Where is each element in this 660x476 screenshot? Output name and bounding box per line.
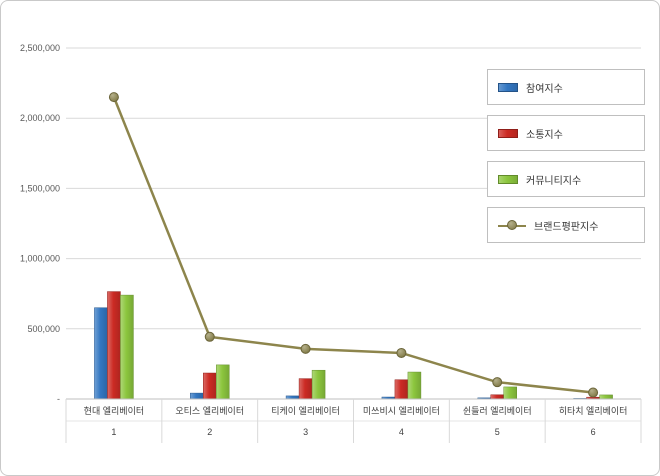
bar-series-2-cat-3 [298,378,313,400]
y-tick-label: 2,500,000 [20,43,60,53]
bar-series-2-cat-2 [203,372,217,400]
legend-item-3: 커뮤니티지수 [487,161,645,197]
category-label: 오티스 엘리베이터 [175,406,244,416]
y-tick-label: 1,000,000 [20,254,60,264]
category-rank: 1 [111,427,116,437]
bar-series-3-cat-3 [311,369,326,400]
y-tick-label: - [57,394,60,404]
legend-label: 커뮤니티지수 [526,175,582,187]
line-marker-cat-4 [396,347,407,358]
legend-item-2: 소통지수 [487,115,645,151]
legend-bar-swatch-icon [498,174,518,184]
category-label: 쉰들러 엘리베이터 [463,406,532,416]
legend-label: 소통지수 [526,129,563,141]
legend-label: 참여지수 [526,83,563,95]
category-rank: 3 [303,427,308,437]
category-label: 현대 엘리베이터 [84,406,144,416]
bar-series-1-cat-2 [190,392,204,400]
line-marker-cat-1 [108,92,119,103]
line-marker-cat-6 [588,387,599,398]
category-rank: 6 [591,427,596,437]
category-rank: 4 [399,427,404,437]
legend-bar-swatch-icon [498,82,518,92]
bar-series-2-cat-5 [490,394,504,400]
category-rank: 5 [495,427,500,437]
category-rank: 2 [207,427,212,437]
bar-series-2-cat-1 [107,291,121,400]
bar-series-3-cat-5 [503,386,517,400]
bar-series-3-cat-1 [120,294,134,400]
category-label: 히타치 엘리베이터 [559,405,628,416]
line-marker-cat-3 [300,343,311,354]
y-tick-label: 2,000,000 [20,113,60,123]
legend-item-1: 참여지수 [487,69,645,105]
y-tick-label: 500,000 [27,324,60,334]
bar-series-1-cat-1 [94,307,108,400]
line-series [112,96,594,394]
bar-series-3-cat-6 [599,394,613,400]
legend-bar-swatch-icon [498,128,518,138]
legend-marker-icon [507,219,517,230]
bar-series-3-cat-4 [407,371,422,400]
legend-item-4: 브랜드평판지수 [487,207,645,243]
legend-line-swatch-icon [498,219,526,231]
category-label: 티케이 엘리베이터 [271,406,340,416]
bar-series-3-cat-2 [216,364,230,400]
line-marker-cat-2 [204,331,215,342]
category-label: 미쓰비시 엘리베이터 [363,406,440,416]
line-marker-cat-5 [492,377,503,388]
y-tick-label: 1,500,000 [20,183,60,193]
legend-label: 브랜드평판지수 [534,221,599,233]
bar-series-2-cat-4 [394,379,409,400]
